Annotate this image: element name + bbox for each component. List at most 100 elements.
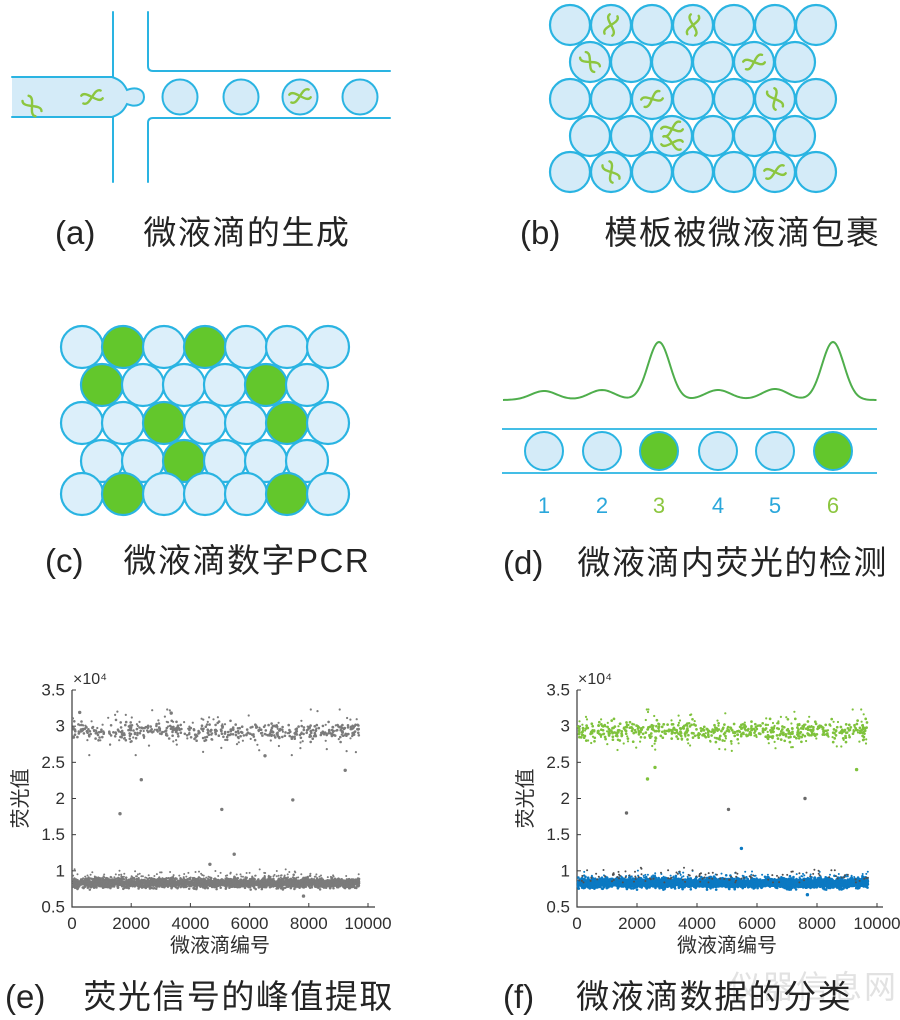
data-point [262,884,265,888]
data-point [233,877,236,880]
data-point [235,878,238,881]
panel-b-template-encapsulation [548,3,838,194]
data-point [205,723,209,726]
data-point [302,732,305,736]
data-point [287,723,291,727]
positive-droplet [141,400,187,446]
data-point [191,721,194,724]
data-point [101,735,104,739]
droplet-number: 6 [827,493,839,518]
data-point [280,885,284,888]
y-tick-label: 3 [56,717,65,736]
data-point [183,873,186,875]
data-point [108,882,112,886]
data-point [89,873,92,876]
data-point [315,723,319,727]
data-point [260,887,264,891]
data-point [263,880,266,883]
data-point [203,887,207,890]
data-point [82,732,86,735]
data-point [142,736,146,740]
data-point [203,736,207,739]
data-point [80,728,84,731]
data-point [293,732,297,735]
data-point [195,733,198,736]
data-point [263,871,266,874]
data-point [206,728,209,731]
data-point [206,731,210,735]
data-point [274,884,277,888]
data-point [206,720,209,724]
y-tick-label: 3 [561,717,570,736]
y-axis-label: 荧光值 [9,769,32,829]
data-point [146,724,150,728]
x-tick-label: 2000 [112,914,150,933]
data-point [157,719,160,722]
data-point [118,869,121,872]
data-point [261,731,264,734]
data-point [130,875,133,878]
positive-droplet [639,431,679,471]
data-point [116,882,119,885]
data-point [135,727,139,731]
data-point [258,749,261,752]
data-point [289,880,292,883]
data-point [147,879,150,882]
data-point [268,885,272,889]
data-point [148,885,152,888]
data-point [274,736,277,739]
data-point [342,882,346,885]
data-point [314,734,318,738]
data-point [319,878,322,881]
data-point [161,877,164,880]
data-point [351,735,354,738]
data-point [136,878,138,881]
data-point [95,877,98,880]
data-point [330,879,333,883]
data-point [280,874,282,877]
data-point [277,885,281,889]
data-point [242,734,246,737]
data-point [325,732,328,735]
data-point [147,874,150,877]
data-point [333,879,336,882]
data-point [170,886,173,890]
outlier-point [78,710,82,715]
data-point [227,877,230,880]
data-point [331,877,334,880]
data-point [152,881,155,884]
data-point [124,876,128,879]
data-point [76,735,79,739]
data-point [187,880,190,883]
x-tick-label: 0 [572,914,581,933]
data-point [290,737,294,740]
dna-strand-icon [763,164,787,180]
data-point [202,730,205,733]
data-point [184,882,188,885]
data-point [111,878,114,881]
data-point [200,724,204,727]
data-point [241,739,244,742]
data-point [223,723,227,726]
data-point [86,886,90,890]
data-point [281,881,284,884]
dna-strand-icon [80,89,104,105]
data-point [135,875,138,878]
y-tick-label: 2 [56,789,65,808]
data-point [220,729,223,732]
data-point [241,881,244,885]
data-point [237,741,240,744]
data-point [239,878,242,881]
data-point [223,730,227,734]
droplet [548,77,592,121]
data-point [175,877,178,881]
data-point [321,880,325,884]
data-point [151,731,154,734]
data-point [134,736,138,740]
data-point [311,728,315,732]
data-point [192,886,196,890]
droplet [794,3,838,47]
data-point [147,744,151,747]
outlier-point [139,778,143,782]
x-tick-label: 8000 [798,914,836,933]
